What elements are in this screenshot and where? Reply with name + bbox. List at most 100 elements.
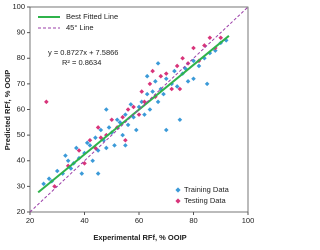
- y-tick-label: 20: [17, 207, 25, 216]
- point: [174, 84, 180, 89]
- point: [172, 68, 177, 74]
- point: [150, 68, 155, 74]
- point: [139, 99, 145, 105]
- point: [84, 140, 90, 146]
- point: [204, 81, 210, 87]
- point: [202, 55, 207, 61]
- point: [76, 148, 82, 153]
- point: [163, 127, 169, 133]
- point: [207, 35, 213, 41]
- point: [161, 91, 166, 97]
- x-tick-label: 40: [80, 216, 88, 225]
- point: [63, 153, 68, 158]
- y-tick-label: 100: [12, 2, 25, 11]
- point: [123, 143, 128, 148]
- point: [223, 38, 229, 43]
- point: [144, 73, 150, 79]
- point: [163, 71, 169, 76]
- point: [128, 102, 134, 107]
- legend-label: Training Data: [184, 185, 230, 194]
- point: [98, 127, 104, 133]
- point: [120, 132, 125, 138]
- point: [150, 89, 155, 94]
- point: [158, 86, 164, 92]
- point: [125, 122, 131, 128]
- chart: Experimental RFf, % OOIP Predicted RFf, …: [3, 2, 255, 242]
- point: [213, 48, 218, 53]
- point: [74, 145, 79, 151]
- x-tick-label: 60: [135, 216, 143, 225]
- r-squared: R² = 0.8634: [62, 58, 101, 67]
- point: [106, 125, 112, 130]
- y-tick-label: 40: [17, 156, 25, 165]
- x-tick-label: 20: [26, 216, 34, 225]
- y-axis-label: Predicted RFf, % OOIP: [3, 70, 12, 150]
- y-tick-label: 50: [17, 130, 25, 139]
- point: [191, 45, 196, 51]
- point: [139, 89, 145, 94]
- point: [93, 135, 98, 140]
- point: [158, 73, 164, 79]
- point: [169, 86, 174, 92]
- equation: y = 0.8727x + 7.5866: [48, 48, 118, 57]
- point: [202, 43, 207, 48]
- point: [155, 61, 161, 66]
- point: [125, 107, 131, 112]
- point: [144, 91, 150, 97]
- legend-label: 45° Line: [66, 23, 94, 32]
- point: [196, 63, 202, 69]
- point: [133, 127, 139, 133]
- point: [131, 104, 136, 110]
- point: [185, 79, 191, 84]
- point: [90, 158, 95, 164]
- point: [87, 137, 93, 143]
- point: [104, 145, 109, 151]
- point: [207, 50, 213, 56]
- legend-marker: [175, 187, 181, 193]
- point: [177, 86, 183, 92]
- point: [131, 114, 136, 120]
- point: [82, 161, 87, 166]
- point: [95, 171, 101, 176]
- legend-marker: [175, 198, 181, 204]
- point: [65, 158, 71, 164]
- point: [54, 168, 60, 174]
- point: [123, 137, 128, 143]
- point: [142, 99, 147, 105]
- point: [191, 76, 196, 82]
- page: {"chart_data":{"type":"scatter", "x_labe…: [2, 1, 255, 242]
- point: [109, 117, 115, 123]
- y-tick-label: 80: [17, 53, 25, 62]
- point: [136, 112, 142, 117]
- point: [163, 76, 169, 82]
- legend-label: Best Fitted Line: [66, 12, 118, 21]
- point: [177, 117, 183, 123]
- point: [147, 107, 153, 112]
- point: [183, 66, 188, 71]
- point: [147, 81, 153, 87]
- y-tick-label: 60: [17, 104, 25, 113]
- point: [41, 181, 46, 187]
- legend-label: Testing Data: [184, 196, 227, 205]
- point: [155, 99, 161, 105]
- point: [142, 112, 147, 117]
- x-tick-label: 80: [189, 216, 197, 225]
- point: [153, 79, 158, 84]
- y-tick-label: 90: [17, 28, 25, 37]
- point: [44, 99, 49, 105]
- point: [174, 63, 180, 69]
- point: [87, 143, 93, 148]
- point: [95, 125, 101, 130]
- point: [114, 117, 120, 123]
- point: [120, 114, 125, 120]
- point: [123, 112, 128, 117]
- point: [79, 171, 85, 176]
- x-axis-label: Experimental RFf, % OOIP: [93, 233, 186, 242]
- point: [104, 107, 109, 112]
- x-tick-label: 100: [242, 216, 255, 225]
- y-tick-label: 30: [17, 181, 25, 190]
- point: [218, 35, 224, 41]
- point: [46, 176, 52, 181]
- point: [112, 143, 117, 148]
- point: [180, 55, 185, 61]
